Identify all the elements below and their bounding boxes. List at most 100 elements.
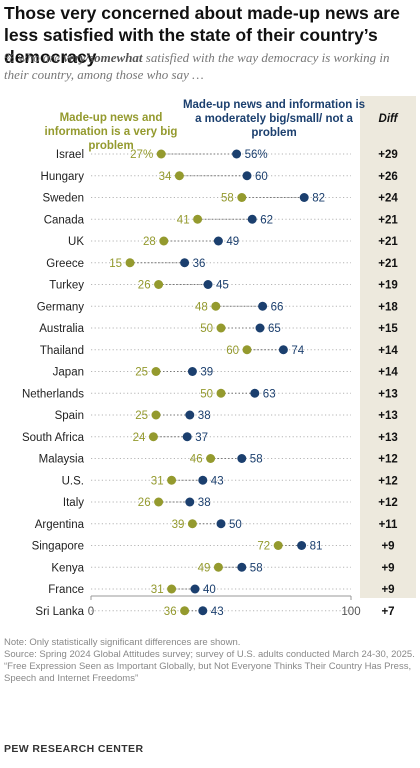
value-label-very-big-problem: 60 (226, 345, 239, 357)
value-label-very-big-problem: 31 (151, 584, 164, 596)
diff-value: +13 (378, 388, 398, 400)
dot-moderate-small-problem (237, 454, 247, 463)
country-label: Thailand (40, 345, 84, 357)
diff-value: +19 (378, 280, 398, 292)
pew-logo-text: PEW RESEARCH CENTER (4, 743, 144, 755)
dot-moderate-small-problem (182, 432, 192, 442)
value-label-very-big-problem: 25 (135, 410, 148, 422)
country-label: Canada (44, 214, 85, 226)
country-label: Germany (37, 301, 85, 313)
diff-value: +21 (378, 214, 398, 226)
value-label-very-big-problem: 15 (109, 258, 122, 270)
value-label-moderate-small-problem: 65 (268, 323, 281, 335)
country-label: France (48, 584, 84, 596)
diff-value: +18 (378, 301, 398, 313)
dot-very-big-problem (151, 367, 161, 376)
diff-value: +9 (381, 541, 394, 553)
value-label-very-big-problem: 48 (195, 301, 208, 313)
value-label-moderate-small-problem: 43 (211, 475, 224, 487)
dot-moderate-small-problem (258, 301, 268, 311)
dot-moderate-small-problem (255, 323, 265, 333)
diff-header: Diff (378, 113, 398, 125)
value-label-very-big-problem: 25 (135, 367, 148, 379)
value-label-moderate-small-problem: 39 (200, 367, 213, 379)
dot-moderate-small-problem (237, 562, 247, 572)
dot-very-big-problem (216, 323, 226, 333)
dot-very-big-problem (167, 475, 177, 485)
chart-footer: Note: Only statistically significant dif… (4, 637, 416, 685)
diff-value: +12 (378, 497, 398, 509)
diff-value: +24 (378, 193, 398, 205)
country-label: Turkey (49, 280, 84, 292)
value-label-very-big-problem: 28 (143, 236, 156, 248)
footer-source: Source: Spring 2024 Global Attitudes sur… (4, 649, 415, 660)
footer-note: Note: Only statistically significant dif… (4, 637, 241, 648)
dot-very-big-problem (237, 193, 247, 202)
country-label: Sri Lanka (35, 606, 84, 618)
dot-very-big-problem (187, 519, 197, 529)
value-label-very-big-problem: 50 (200, 323, 213, 335)
value-label-very-big-problem: 26 (138, 280, 151, 292)
value-label-very-big-problem: 72 (257, 541, 270, 553)
country-label: Singapore (32, 541, 84, 553)
dot-very-big-problem (211, 301, 221, 311)
diff-value: +21 (378, 258, 398, 270)
dot-moderate-small-problem (198, 475, 208, 485)
value-label-very-big-problem: 41 (177, 214, 190, 226)
diff-value: +21 (378, 236, 398, 248)
country-label: Japan (53, 367, 84, 379)
dot-moderate-small-problem (180, 258, 190, 268)
x-tick-label: 0 (88, 606, 94, 618)
value-label-moderate-small-problem: 63 (263, 388, 276, 400)
diff-value: +14 (378, 367, 398, 379)
value-label-moderate-small-problem: 56% (245, 149, 268, 161)
dot-very-big-problem (242, 345, 252, 355)
dot-very-big-problem (151, 410, 161, 420)
value-label-moderate-small-problem: 58 (250, 562, 263, 574)
dot-very-big-problem (213, 562, 223, 572)
value-label-moderate-small-problem: 74 (291, 345, 304, 357)
dot-moderate-small-problem (299, 193, 309, 202)
dot-moderate-small-problem (203, 280, 213, 289)
dot-moderate-small-problem (185, 497, 195, 507)
legend-very-big-problem: Made-up news and information is a very b… (44, 112, 178, 152)
value-label-moderate-small-problem: 82 (312, 193, 325, 205)
diff-value: +29 (378, 149, 398, 161)
country-label: Spain (55, 410, 84, 422)
dot-moderate-small-problem (185, 410, 195, 420)
chart-title: Those very concerned about made-up news … (4, 3, 400, 67)
country-label: South Africa (22, 432, 85, 444)
country-label: Argentina (35, 519, 85, 531)
value-label-moderate-small-problem: 62 (260, 214, 273, 226)
diff-value: +13 (378, 410, 398, 422)
dot-very-big-problem (159, 236, 169, 246)
value-label-very-big-problem: 24 (133, 432, 146, 444)
dot-moderate-small-problem (278, 345, 288, 355)
diff-value: +12 (378, 454, 398, 466)
value-label-moderate-small-problem: 36 (193, 258, 206, 270)
legend-moderate-small-problem: Made-up news and information is a modera… (182, 99, 366, 139)
dot-very-big-problem (180, 606, 190, 616)
country-label: U.S. (62, 475, 84, 487)
value-label-moderate-small-problem: 66 (271, 301, 284, 313)
dot-moderate-small-problem (213, 236, 223, 246)
country-label: Israel (56, 149, 84, 161)
dot-moderate-small-problem (190, 584, 200, 594)
value-label-moderate-small-problem: 50 (229, 519, 242, 531)
country-label: UK (68, 236, 84, 248)
diff-value: +9 (381, 584, 394, 596)
value-label-very-big-problem: 46 (190, 454, 203, 466)
country-label: Malaysia (39, 454, 85, 466)
diff-value: +12 (378, 475, 398, 487)
dot-moderate-small-problem (242, 171, 252, 181)
value-label-moderate-small-problem: 43 (211, 606, 224, 618)
dot-very-big-problem (193, 214, 203, 224)
diff-column-background (360, 96, 416, 598)
dot-moderate-small-problem (232, 149, 242, 159)
value-label-very-big-problem: 31 (151, 475, 164, 487)
value-label-moderate-small-problem: 81 (310, 541, 323, 553)
value-label-very-big-problem: 49 (198, 562, 211, 574)
country-label: Italy (63, 497, 84, 509)
value-label-moderate-small-problem: 38 (198, 410, 211, 422)
dot-very-big-problem (148, 432, 158, 442)
